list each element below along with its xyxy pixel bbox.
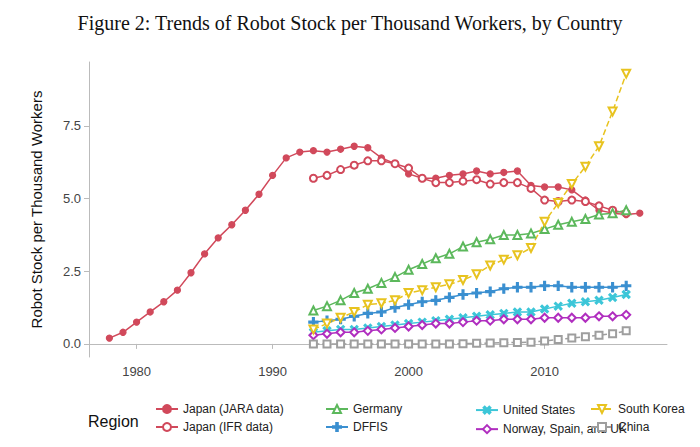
- svg-text:Figure 2: Trends of Robot Stoc: Figure 2: Trends of Robot Stock per Thou…: [78, 12, 623, 35]
- svg-text:2.5: 2.5: [63, 264, 81, 279]
- svg-text:Germany: Germany: [353, 402, 402, 416]
- svg-text:Region: Region: [88, 413, 139, 430]
- svg-text:0.0: 0.0: [63, 336, 81, 351]
- svg-text:DFFIS: DFFIS: [353, 420, 388, 434]
- svg-text:Japan (IFR data): Japan (IFR data): [183, 420, 273, 434]
- svg-text:5.0: 5.0: [63, 191, 81, 206]
- svg-text:Norway, Spain, and UK: Norway, Spain, and UK: [503, 422, 627, 436]
- svg-text:United States: United States: [503, 403, 575, 417]
- svg-text:Japan (JARA data): Japan (JARA data): [183, 402, 284, 416]
- svg-text:2010: 2010: [530, 364, 559, 379]
- svg-text:2000: 2000: [394, 364, 423, 379]
- svg-text:1980: 1980: [122, 364, 151, 379]
- svg-text:1990: 1990: [258, 364, 287, 379]
- svg-text:China: China: [618, 420, 650, 434]
- svg-text:Robot Stock per Thousand Worke: Robot Stock per Thousand Workers: [28, 91, 45, 329]
- svg-text:7.5: 7.5: [63, 118, 81, 133]
- svg-text:South Korea: South Korea: [618, 402, 685, 416]
